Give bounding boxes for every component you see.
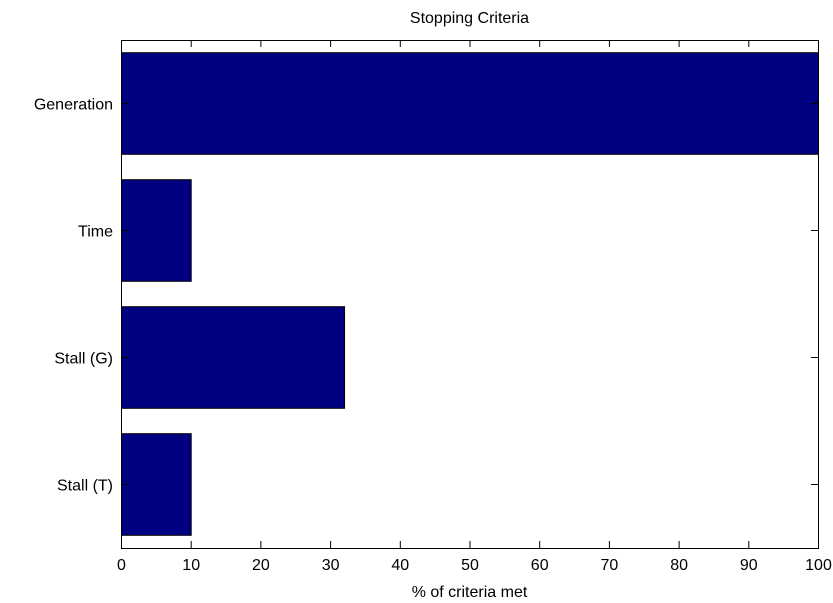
bar-0	[121, 52, 819, 155]
x-tick-label: 60	[531, 557, 549, 574]
bars-group	[121, 52, 819, 536]
x-tick-label: 70	[601, 557, 619, 574]
x-tick-label: 0	[117, 557, 126, 574]
y-axis-ticks: Generation Time Stall (G) Stall (T)	[34, 97, 818, 495]
x-tick-label: 30	[322, 557, 340, 574]
y-tick-label: Generation	[34, 97, 113, 114]
x-tick-label: 100	[805, 557, 832, 574]
bar-2	[121, 306, 346, 409]
x-axis-ticks: 0 10 20 30 40 50 60 70 80 90 100	[117, 40, 832, 574]
x-tick-label: 10	[182, 557, 200, 574]
y-tick-label: Time	[78, 224, 113, 241]
chart-title: Stopping Criteria	[410, 10, 529, 27]
x-axis-label: % of criteria met	[412, 584, 528, 601]
bar-1	[121, 179, 192, 282]
x-tick-label: 80	[670, 557, 688, 574]
x-tick-label: 20	[252, 557, 270, 574]
bar-3	[121, 433, 192, 536]
y-tick-label: Stall (G)	[54, 351, 113, 368]
y-tick-label: Stall (T)	[57, 478, 113, 495]
x-tick-label: 90	[740, 557, 758, 574]
x-tick-label: 40	[391, 557, 409, 574]
x-tick-label: 50	[461, 557, 479, 574]
